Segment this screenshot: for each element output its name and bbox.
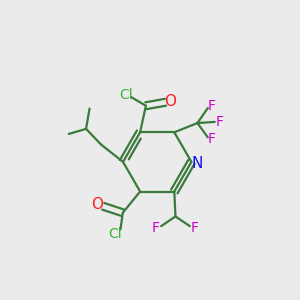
Text: O: O xyxy=(165,94,177,109)
Text: F: F xyxy=(152,221,160,236)
Text: F: F xyxy=(208,99,216,113)
Text: F: F xyxy=(191,221,199,236)
Text: Cl: Cl xyxy=(109,227,122,242)
Text: O: O xyxy=(92,197,104,212)
Text: F: F xyxy=(216,115,224,129)
Text: Cl: Cl xyxy=(119,88,133,102)
Text: N: N xyxy=(191,155,203,170)
Text: F: F xyxy=(208,132,216,146)
